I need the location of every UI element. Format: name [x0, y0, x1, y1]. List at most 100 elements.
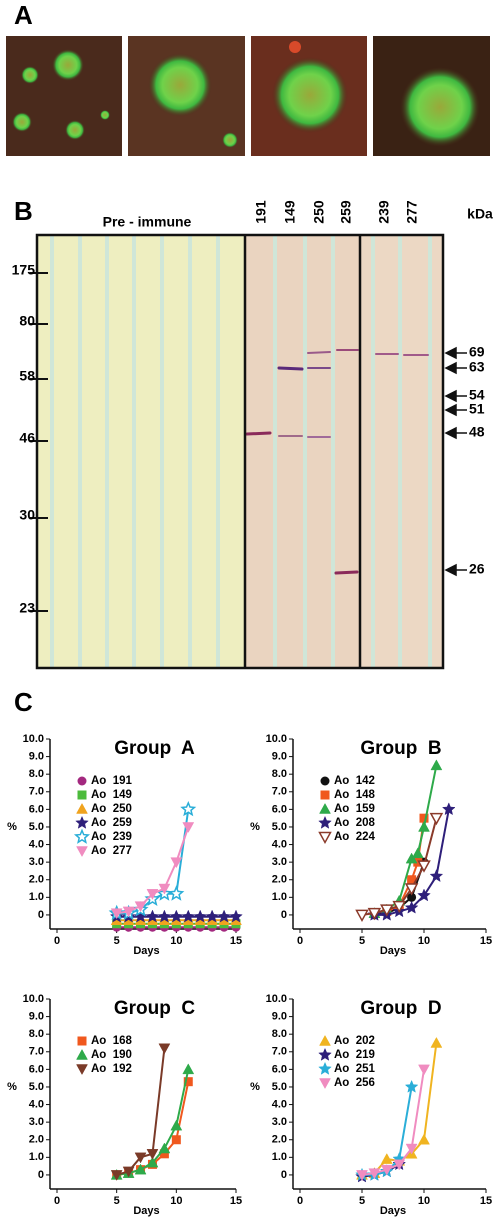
point — [429, 869, 444, 883]
chart-title: Group B — [360, 738, 441, 759]
legend-label: Ao 256 — [334, 1077, 375, 1089]
legend-label: Ao 168 — [91, 1035, 133, 1047]
y-tick-label: 4.0 — [29, 1098, 44, 1110]
marker-label: 46 — [19, 430, 35, 446]
point — [146, 1156, 159, 1168]
legend-marker — [320, 790, 330, 800]
point — [418, 1133, 430, 1145]
point — [168, 885, 185, 901]
blot-title: Pre - immune — [103, 214, 192, 230]
y-tick-label: 6.0 — [29, 803, 44, 815]
panel-label: C — [14, 687, 33, 717]
legend-label: Ao 259 — [91, 817, 132, 829]
point — [419, 813, 429, 823]
marker-label: 51 — [469, 401, 485, 417]
legend-label: Ao 190 — [91, 1049, 132, 1061]
y-tick-label: 4.0 — [272, 1098, 287, 1110]
lane-label: 250 — [311, 200, 327, 224]
y-tick-label: 3.0 — [272, 1116, 287, 1128]
y-tick-label: 4.0 — [272, 838, 287, 850]
legend-marker — [320, 776, 330, 786]
point — [407, 892, 417, 902]
legend-label: Ao 159 — [334, 803, 375, 815]
point — [229, 909, 243, 923]
point — [430, 759, 443, 771]
point — [418, 820, 430, 832]
x-tick-label: 0 — [54, 935, 60, 947]
y-tick-label: 2.0 — [272, 874, 287, 886]
marker-label: 63 — [469, 359, 485, 375]
y-tick-label: 8.0 — [29, 768, 44, 780]
y-tick-label: 5.0 — [29, 821, 44, 833]
legend-label: Ao 219 — [334, 1049, 375, 1061]
x-tick-label: 0 — [297, 935, 303, 947]
point — [367, 907, 382, 921]
point — [407, 875, 417, 885]
point — [411, 847, 424, 859]
y-tick-label: 9.0 — [29, 1010, 44, 1022]
point — [146, 889, 159, 900]
y-tick-label: 8.0 — [272, 1028, 287, 1040]
legend-label: Ao 202 — [334, 1035, 375, 1047]
x-tick-label: 15 — [230, 1195, 242, 1207]
point — [145, 909, 160, 923]
y-axis-label: % — [7, 1081, 17, 1093]
point — [404, 883, 419, 896]
point — [169, 909, 184, 923]
point — [181, 909, 196, 923]
point — [368, 1168, 381, 1180]
point — [170, 857, 183, 869]
point — [170, 1119, 183, 1131]
lane-label: 149 — [282, 200, 298, 224]
x-tick-label: 5 — [114, 1195, 120, 1207]
legend-marker — [318, 1061, 332, 1075]
y-tick-label: 2.0 — [29, 1134, 44, 1146]
y-tick-label: 7.0 — [29, 786, 44, 798]
legend-label: Ao 192 — [91, 1063, 132, 1075]
y-tick-label: 0 — [281, 1169, 287, 1181]
point — [356, 1170, 368, 1181]
y-tick-label: 10.0 — [266, 733, 287, 745]
y-tick-label: 10.0 — [23, 733, 44, 745]
legend-label: Ao 224 — [334, 831, 376, 843]
legend-marker — [318, 831, 332, 845]
point — [122, 1166, 135, 1178]
point — [146, 1149, 159, 1160]
legend-label: Ao 191 — [91, 775, 133, 787]
x-axis-label: Days — [133, 945, 159, 957]
y-tick-label: 0 — [38, 909, 44, 921]
y-tick-label: 4.0 — [29, 838, 44, 850]
point — [380, 904, 394, 917]
marker-label: 54 — [469, 387, 485, 403]
y-tick-label: 2.0 — [272, 1134, 287, 1146]
point — [122, 906, 135, 918]
legend-marker — [76, 846, 88, 858]
y-tick-label: 10.0 — [23, 993, 44, 1005]
point — [392, 900, 406, 914]
point — [193, 909, 208, 923]
legend-label: Ao 250 — [91, 803, 132, 815]
legend-marker — [319, 1034, 331, 1046]
x-tick-label: 0 — [54, 1195, 60, 1207]
legend-label: Ao 277 — [91, 845, 132, 857]
y-axis-label: % — [250, 1081, 260, 1093]
legend-label: Ao 251 — [334, 1063, 376, 1075]
unit: kDa — [467, 206, 493, 222]
y-tick-label: 7.0 — [272, 786, 287, 798]
point — [183, 1077, 193, 1087]
y-tick-label: 8.0 — [29, 1028, 44, 1040]
point — [159, 1149, 169, 1159]
legend-marker — [318, 1047, 332, 1061]
y-tick-label: 6.0 — [272, 803, 287, 815]
legend-marker — [77, 1036, 87, 1046]
y-axis-label: % — [250, 821, 260, 833]
marker-label: 30 — [19, 507, 35, 523]
micrographs — [6, 36, 490, 156]
y-tick-label: 1.0 — [272, 891, 287, 903]
point — [380, 1153, 393, 1164]
chart-title: Group C — [114, 998, 196, 1019]
point — [158, 883, 171, 895]
legend-label: Ao 142 — [334, 775, 375, 787]
point — [413, 857, 423, 867]
point — [205, 909, 219, 923]
